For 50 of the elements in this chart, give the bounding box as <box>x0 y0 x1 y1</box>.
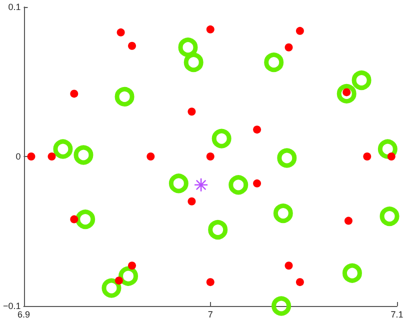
point <box>116 28 125 36</box>
point <box>253 126 262 134</box>
point <box>70 215 78 224</box>
point <box>296 26 304 35</box>
point <box>284 262 293 270</box>
point <box>228 175 248 195</box>
x-tick-label: 7 <box>208 310 213 320</box>
point <box>74 145 94 165</box>
y-tick-label: −0.1 <box>2 301 21 311</box>
point <box>253 179 262 188</box>
point <box>188 197 196 206</box>
point <box>387 152 396 160</box>
point <box>178 38 198 58</box>
point <box>363 152 372 160</box>
point <box>344 216 352 225</box>
point <box>277 148 297 168</box>
point <box>206 152 214 160</box>
point <box>48 152 56 160</box>
point <box>352 70 372 90</box>
point <box>76 210 96 230</box>
point <box>27 152 36 160</box>
x-tick-label: 7.1 <box>390 310 404 320</box>
point <box>168 174 188 194</box>
point <box>146 152 155 160</box>
point <box>264 52 284 72</box>
point <box>70 90 78 98</box>
x-tick-label: 6.9 <box>18 310 30 320</box>
point <box>342 263 362 283</box>
point <box>206 25 214 34</box>
point <box>212 128 232 148</box>
point <box>114 276 123 285</box>
point <box>206 278 214 286</box>
point <box>284 43 293 52</box>
point <box>118 266 138 286</box>
point <box>184 52 204 72</box>
point <box>273 204 293 224</box>
y-tick-label: 0.1 <box>8 2 21 12</box>
point <box>188 108 196 116</box>
point <box>102 278 122 298</box>
point <box>114 86 134 106</box>
y-tick-label: 0 <box>16 152 21 162</box>
point <box>128 42 136 50</box>
point <box>378 139 398 159</box>
point <box>53 139 73 159</box>
point <box>296 278 304 286</box>
point <box>128 262 136 270</box>
point <box>336 84 356 104</box>
point <box>272 296 292 316</box>
point <box>208 220 228 240</box>
point <box>380 206 400 226</box>
